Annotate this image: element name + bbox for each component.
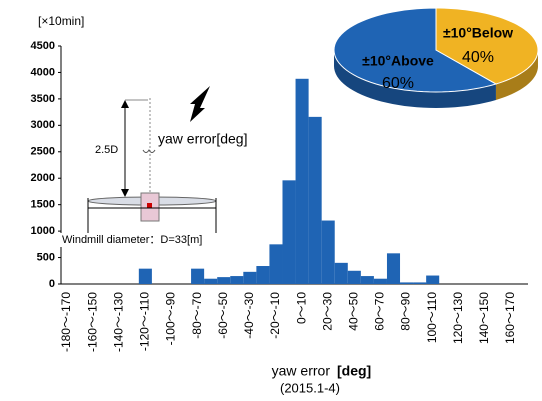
bar bbox=[400, 282, 413, 284]
bar bbox=[139, 269, 152, 284]
pie-value-label: 60% bbox=[382, 75, 414, 92]
subtitle: (2015.1-4) bbox=[280, 380, 340, 395]
x-tick-label: -80～-70 bbox=[190, 292, 204, 339]
y-tick-label: 3500 bbox=[31, 93, 55, 105]
bar bbox=[348, 271, 361, 284]
y-tick-label: 2500 bbox=[31, 146, 55, 158]
bar bbox=[204, 279, 217, 284]
x-tick-label: 60～70 bbox=[373, 292, 387, 331]
x-tick-label: 120～130 bbox=[451, 292, 465, 344]
y-tick-label: 2000 bbox=[31, 172, 55, 184]
bar bbox=[335, 263, 348, 284]
y-tick-label: 3000 bbox=[31, 119, 55, 131]
bar bbox=[256, 266, 269, 284]
bar bbox=[361, 276, 374, 284]
x-tick-label: -100～-90 bbox=[164, 292, 178, 346]
y-tick-label: 4500 bbox=[31, 40, 55, 52]
bar bbox=[296, 79, 309, 284]
x-tick-label: -160～-150 bbox=[85, 292, 99, 352]
bar bbox=[387, 253, 400, 284]
x-tick-label: 40～50 bbox=[346, 292, 360, 331]
x-tick-label: -180～-170 bbox=[59, 292, 73, 352]
bar bbox=[191, 269, 204, 284]
hub bbox=[147, 203, 152, 208]
annotation: Windmill diameter：D=33[m] bbox=[62, 234, 202, 246]
wind-arrow bbox=[190, 86, 210, 122]
y-tick-label: 0 bbox=[49, 278, 55, 290]
bar bbox=[269, 244, 282, 284]
x-axis-unit: [deg] bbox=[337, 363, 371, 379]
pie-value-label: 40% bbox=[462, 49, 494, 66]
x-tick-label: 0～10 bbox=[294, 292, 308, 324]
x-tick-label: 80～90 bbox=[399, 292, 413, 331]
bar bbox=[322, 221, 335, 284]
y-tick-label: 500 bbox=[37, 251, 55, 263]
y-axis-label: [×10min] bbox=[38, 14, 84, 28]
y-tick-label: 1500 bbox=[31, 199, 55, 211]
bar bbox=[230, 276, 243, 284]
annotation: 2.5D bbox=[95, 144, 118, 156]
x-tick-label: -40～-30 bbox=[242, 292, 256, 339]
bar bbox=[309, 117, 322, 284]
x-tick-label: -20～-10 bbox=[268, 292, 282, 339]
y-tick-label: 1000 bbox=[31, 225, 55, 237]
bar bbox=[217, 277, 230, 284]
bar bbox=[413, 282, 426, 284]
bar bbox=[282, 180, 295, 284]
x-tick-label: 160～170 bbox=[503, 292, 517, 344]
pie-label: ±10°Below bbox=[443, 25, 513, 41]
y-tick-label: 4000 bbox=[31, 66, 55, 78]
x-tick-label: 140～150 bbox=[477, 292, 491, 344]
chart: [×10min] yaw error [deg] (2015.1-4) 0 500… bbox=[0, 0, 542, 401]
bar bbox=[374, 279, 387, 284]
x-tick-label: 100～110 bbox=[425, 292, 439, 343]
x-tick-label: -120～-110 bbox=[138, 292, 152, 351]
pie-label: ±10°Above bbox=[362, 53, 434, 69]
x-tick-label: -140～-130 bbox=[111, 292, 125, 352]
bar bbox=[426, 276, 439, 284]
x-tick-label: -60～-50 bbox=[216, 292, 230, 339]
yaw-symbol bbox=[143, 150, 155, 153]
annotation: yaw error[deg] bbox=[158, 131, 247, 147]
windmill-diagram bbox=[60, 86, 220, 247]
x-axis-label: yaw error bbox=[272, 363, 331, 379]
x-tick-label: 20～30 bbox=[320, 292, 334, 331]
bar bbox=[243, 272, 256, 284]
